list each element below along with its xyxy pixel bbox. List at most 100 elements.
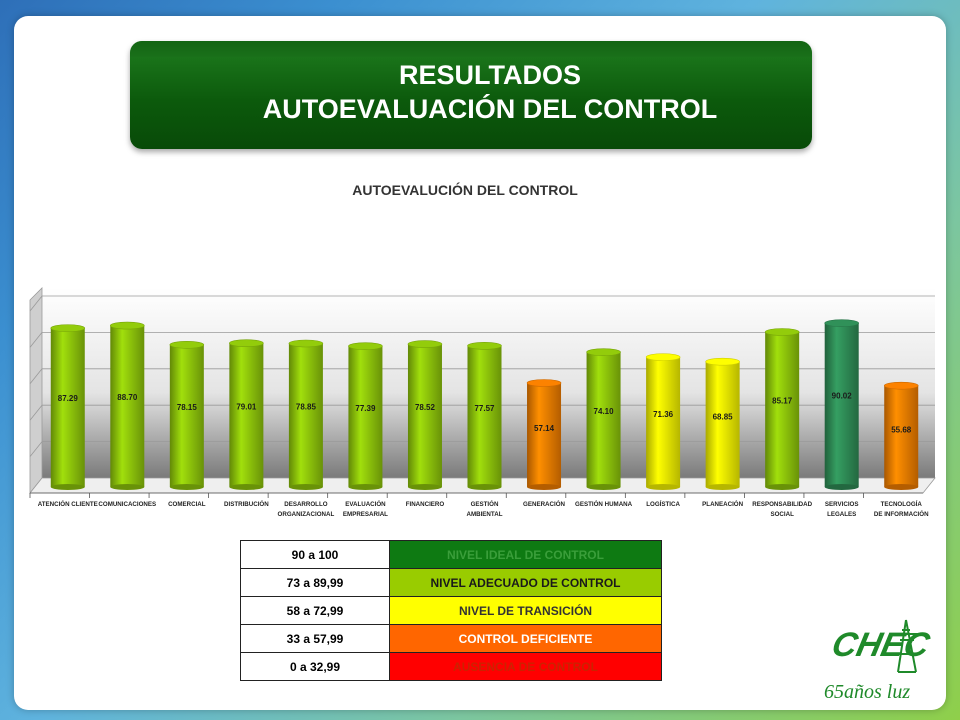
logo-tagline: 65años luz xyxy=(824,681,910,703)
bar-10 xyxy=(646,357,681,487)
legend-row: 58 a 72,99 NIVEL DE TRANSICIÓN xyxy=(240,596,662,625)
gridline-side xyxy=(29,295,43,312)
bar-cap-4 xyxy=(288,339,324,348)
bar-3 xyxy=(229,343,264,487)
category-label-13: SERVICIOS xyxy=(825,501,859,508)
bar-value-label-3: 79.01 xyxy=(236,402,257,411)
bar-base-3 xyxy=(229,484,264,490)
bar-cap-1 xyxy=(110,321,145,330)
bar-1 xyxy=(110,325,145,487)
bar-base-7 xyxy=(467,484,502,490)
bar-cap-12 xyxy=(764,328,800,336)
bar-cap-7 xyxy=(467,342,502,350)
legend-label: NIVEL DE TRANSICIÓN xyxy=(389,596,662,625)
legend-row: 33 a 57,99 CONTROL DEFICIENTE xyxy=(240,624,662,653)
category-label-12: RESPONSABILIDAD xyxy=(752,501,812,508)
bar-cap-13 xyxy=(824,319,860,327)
gridline-side xyxy=(29,441,43,457)
bar-11 xyxy=(705,361,740,487)
bar-value-label-13: 90.02 xyxy=(832,392,853,401)
bar-base-1 xyxy=(110,484,145,490)
gridline-side xyxy=(29,404,43,421)
category-label-5: EMPRESARIAL xyxy=(343,511,388,518)
category-label-8: GENERACIÓN xyxy=(523,500,565,508)
category-label-11: PLANEACIÓN xyxy=(702,500,743,508)
bar-value-label-14: 55.68 xyxy=(891,425,912,434)
category-label-3: DISTRIBUCIÓN xyxy=(224,500,269,508)
bar-base-4 xyxy=(288,484,323,490)
bar-base-0 xyxy=(50,484,85,490)
category-label-10: LOGÍSTICA xyxy=(646,500,680,508)
category-label-13: LEGALES xyxy=(827,511,856,518)
bar-value-label-12: 85.17 xyxy=(772,396,793,405)
bar-value-label-8: 57.14 xyxy=(534,424,555,433)
legend-row: 90 a 100 NIVEL IDEAL DE CONTROL xyxy=(240,540,662,569)
legend-table: 90 a 100 NIVEL IDEAL DE CONTROL 73 a 89,99… xyxy=(240,540,662,681)
bar-14 xyxy=(884,385,919,487)
bar-base-10 xyxy=(646,484,681,490)
legend-range: 0 a 32,99 xyxy=(240,652,390,681)
slide-title-line2: AUTOEVALUACIÓN DEL CONTROL xyxy=(262,94,718,124)
bar-9 xyxy=(586,352,621,487)
bar-cap-11 xyxy=(705,357,740,366)
bar-cap-6 xyxy=(407,340,443,348)
category-label-6: FINANCIERO xyxy=(406,501,445,508)
bar-7 xyxy=(467,345,502,487)
bar-value-label-7: 77.57 xyxy=(474,404,495,413)
bar-base-5 xyxy=(348,484,383,490)
bar-cap-10 xyxy=(645,353,681,361)
bar-5 xyxy=(348,346,383,487)
category-label-4: DESARROLLO xyxy=(284,501,327,508)
bar-value-label-0: 87.29 xyxy=(58,394,79,403)
category-label-9: GESTIÓN HUMANA xyxy=(575,500,633,508)
slide-title: RESULTADOS AUTOEVALUACIÓN DEL CONTROL xyxy=(130,58,850,126)
bar-value-label-10: 71.36 xyxy=(653,410,674,419)
bar-base-9 xyxy=(586,484,621,490)
bar-6 xyxy=(407,344,442,487)
chart-side-wall xyxy=(29,287,43,495)
category-label-7: AMBIENTAL xyxy=(467,511,503,518)
bar-base-6 xyxy=(407,484,442,490)
bar-base-14 xyxy=(884,484,919,490)
chec-logo: CHEC 65años luz xyxy=(824,619,934,703)
title-banner xyxy=(130,41,812,149)
category-label-14: DE INFORMACIÓN xyxy=(874,510,929,518)
bar-value-label-5: 77.39 xyxy=(355,404,376,413)
legend-label: AUSENCIA DE CONTROL xyxy=(389,652,662,681)
chart-title: AUTOEVALUCIÓN DEL CONTROL xyxy=(352,182,578,198)
bar-cap-0 xyxy=(50,324,86,332)
legend-label: NIVEL IDEAL DE CONTROL xyxy=(389,540,662,569)
bar-cap-5 xyxy=(348,342,383,350)
bar-base-13 xyxy=(824,484,859,490)
bar-base-12 xyxy=(765,484,800,490)
bar-cap-2 xyxy=(169,340,205,349)
category-label-0: ATENCIÓN CLIENTE xyxy=(38,500,98,508)
bar-13 xyxy=(824,323,859,487)
gridline-side xyxy=(29,368,43,385)
slide-title-line1: RESULTADOS xyxy=(399,60,581,90)
bar-2 xyxy=(169,344,204,487)
bar-0 xyxy=(50,328,85,487)
bar-base-8 xyxy=(527,484,562,490)
category-label-4: ORGANIZACIONAL xyxy=(278,511,335,518)
category-label-12: SOCIAL xyxy=(770,511,794,518)
legend-label: NIVEL ADECUADO DE CONTROL xyxy=(389,568,662,597)
bar-value-label-2: 78.15 xyxy=(177,403,198,412)
legend-range: 90 a 100 xyxy=(240,540,390,569)
logo-text: CHEC xyxy=(829,626,934,664)
category-label-14: TECNOLOGÍA xyxy=(881,500,923,508)
category-label-1: COMUNICACIONES xyxy=(98,501,156,508)
bar-cap-8 xyxy=(526,379,562,387)
gridline-side xyxy=(29,332,43,348)
bar-base-11 xyxy=(705,484,740,490)
bar-4 xyxy=(288,343,323,487)
bar-12 xyxy=(765,331,800,487)
bar-value-label-6: 78.52 xyxy=(415,403,436,412)
legend-range: 73 a 89,99 xyxy=(240,568,390,597)
bar-cap-9 xyxy=(586,348,621,356)
legend-label: CONTROL DEFICIENTE xyxy=(389,624,662,653)
legend-range: 58 a 72,99 xyxy=(240,596,390,625)
legend-row: 73 a 89,99 NIVEL ADECUADO DE CONTROL xyxy=(240,568,662,597)
bar-value-label-1: 88.70 xyxy=(117,393,138,402)
bar-8 xyxy=(527,383,562,487)
